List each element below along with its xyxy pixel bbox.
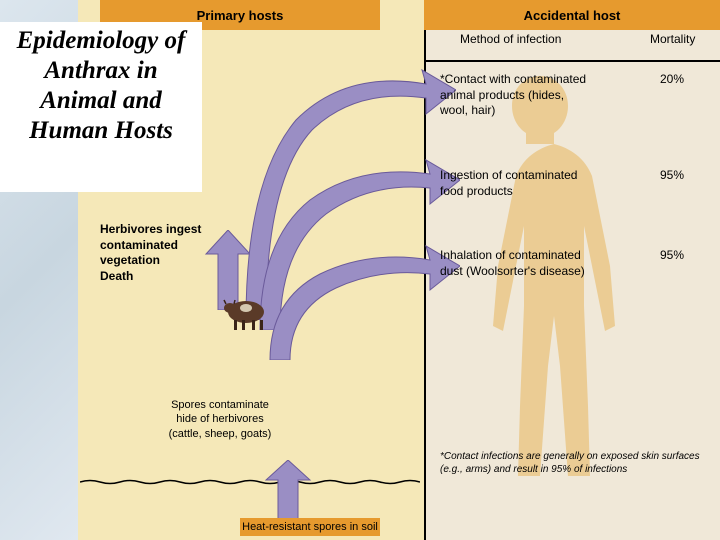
mortality-header: Mortality [650,32,695,58]
diagram-canvas: Primary hosts Accidental host Method of … [0,0,720,540]
arrow-to-inhalation [260,240,460,360]
page-title: Epidemiology of Anthrax in Animal and Hu… [4,26,198,146]
title-overlay: Epidemiology of Anthrax in Animal and Hu… [0,22,202,192]
route-inhalation-text: Inhalation of contaminated dust (Woolsor… [440,248,590,279]
spores-hide-text: Spores contaminate hide of herbivores (c… [160,398,280,441]
soil-line [80,478,420,486]
herbivore-text-label: Herbivores ingest contaminated vegetatio… [100,222,201,267]
accidental-host-header: Accidental host [424,0,720,30]
arrow-soil-up [260,460,316,520]
method-header: Method of infection [460,32,561,58]
route-ingestion-mortality: 95% [660,168,684,182]
route-ingestion-text: Ingestion of contaminated food products [440,168,590,199]
death-label: Death [100,269,133,283]
herbivore-cow-icon [220,294,272,330]
route-inhalation-mortality: 95% [660,248,684,262]
herbivore-ingest-text: Herbivores ingest contaminated vegetatio… [100,222,220,284]
route-contact-mortality: 20% [660,72,684,86]
route-contact-text: *Contact with contaminated animal produc… [440,72,590,119]
heat-resistant-text: Heat-resistant spores in soil [240,518,380,536]
footnote-text: *Contact infections are generally on exp… [440,450,700,476]
horizontal-divider [424,60,720,62]
